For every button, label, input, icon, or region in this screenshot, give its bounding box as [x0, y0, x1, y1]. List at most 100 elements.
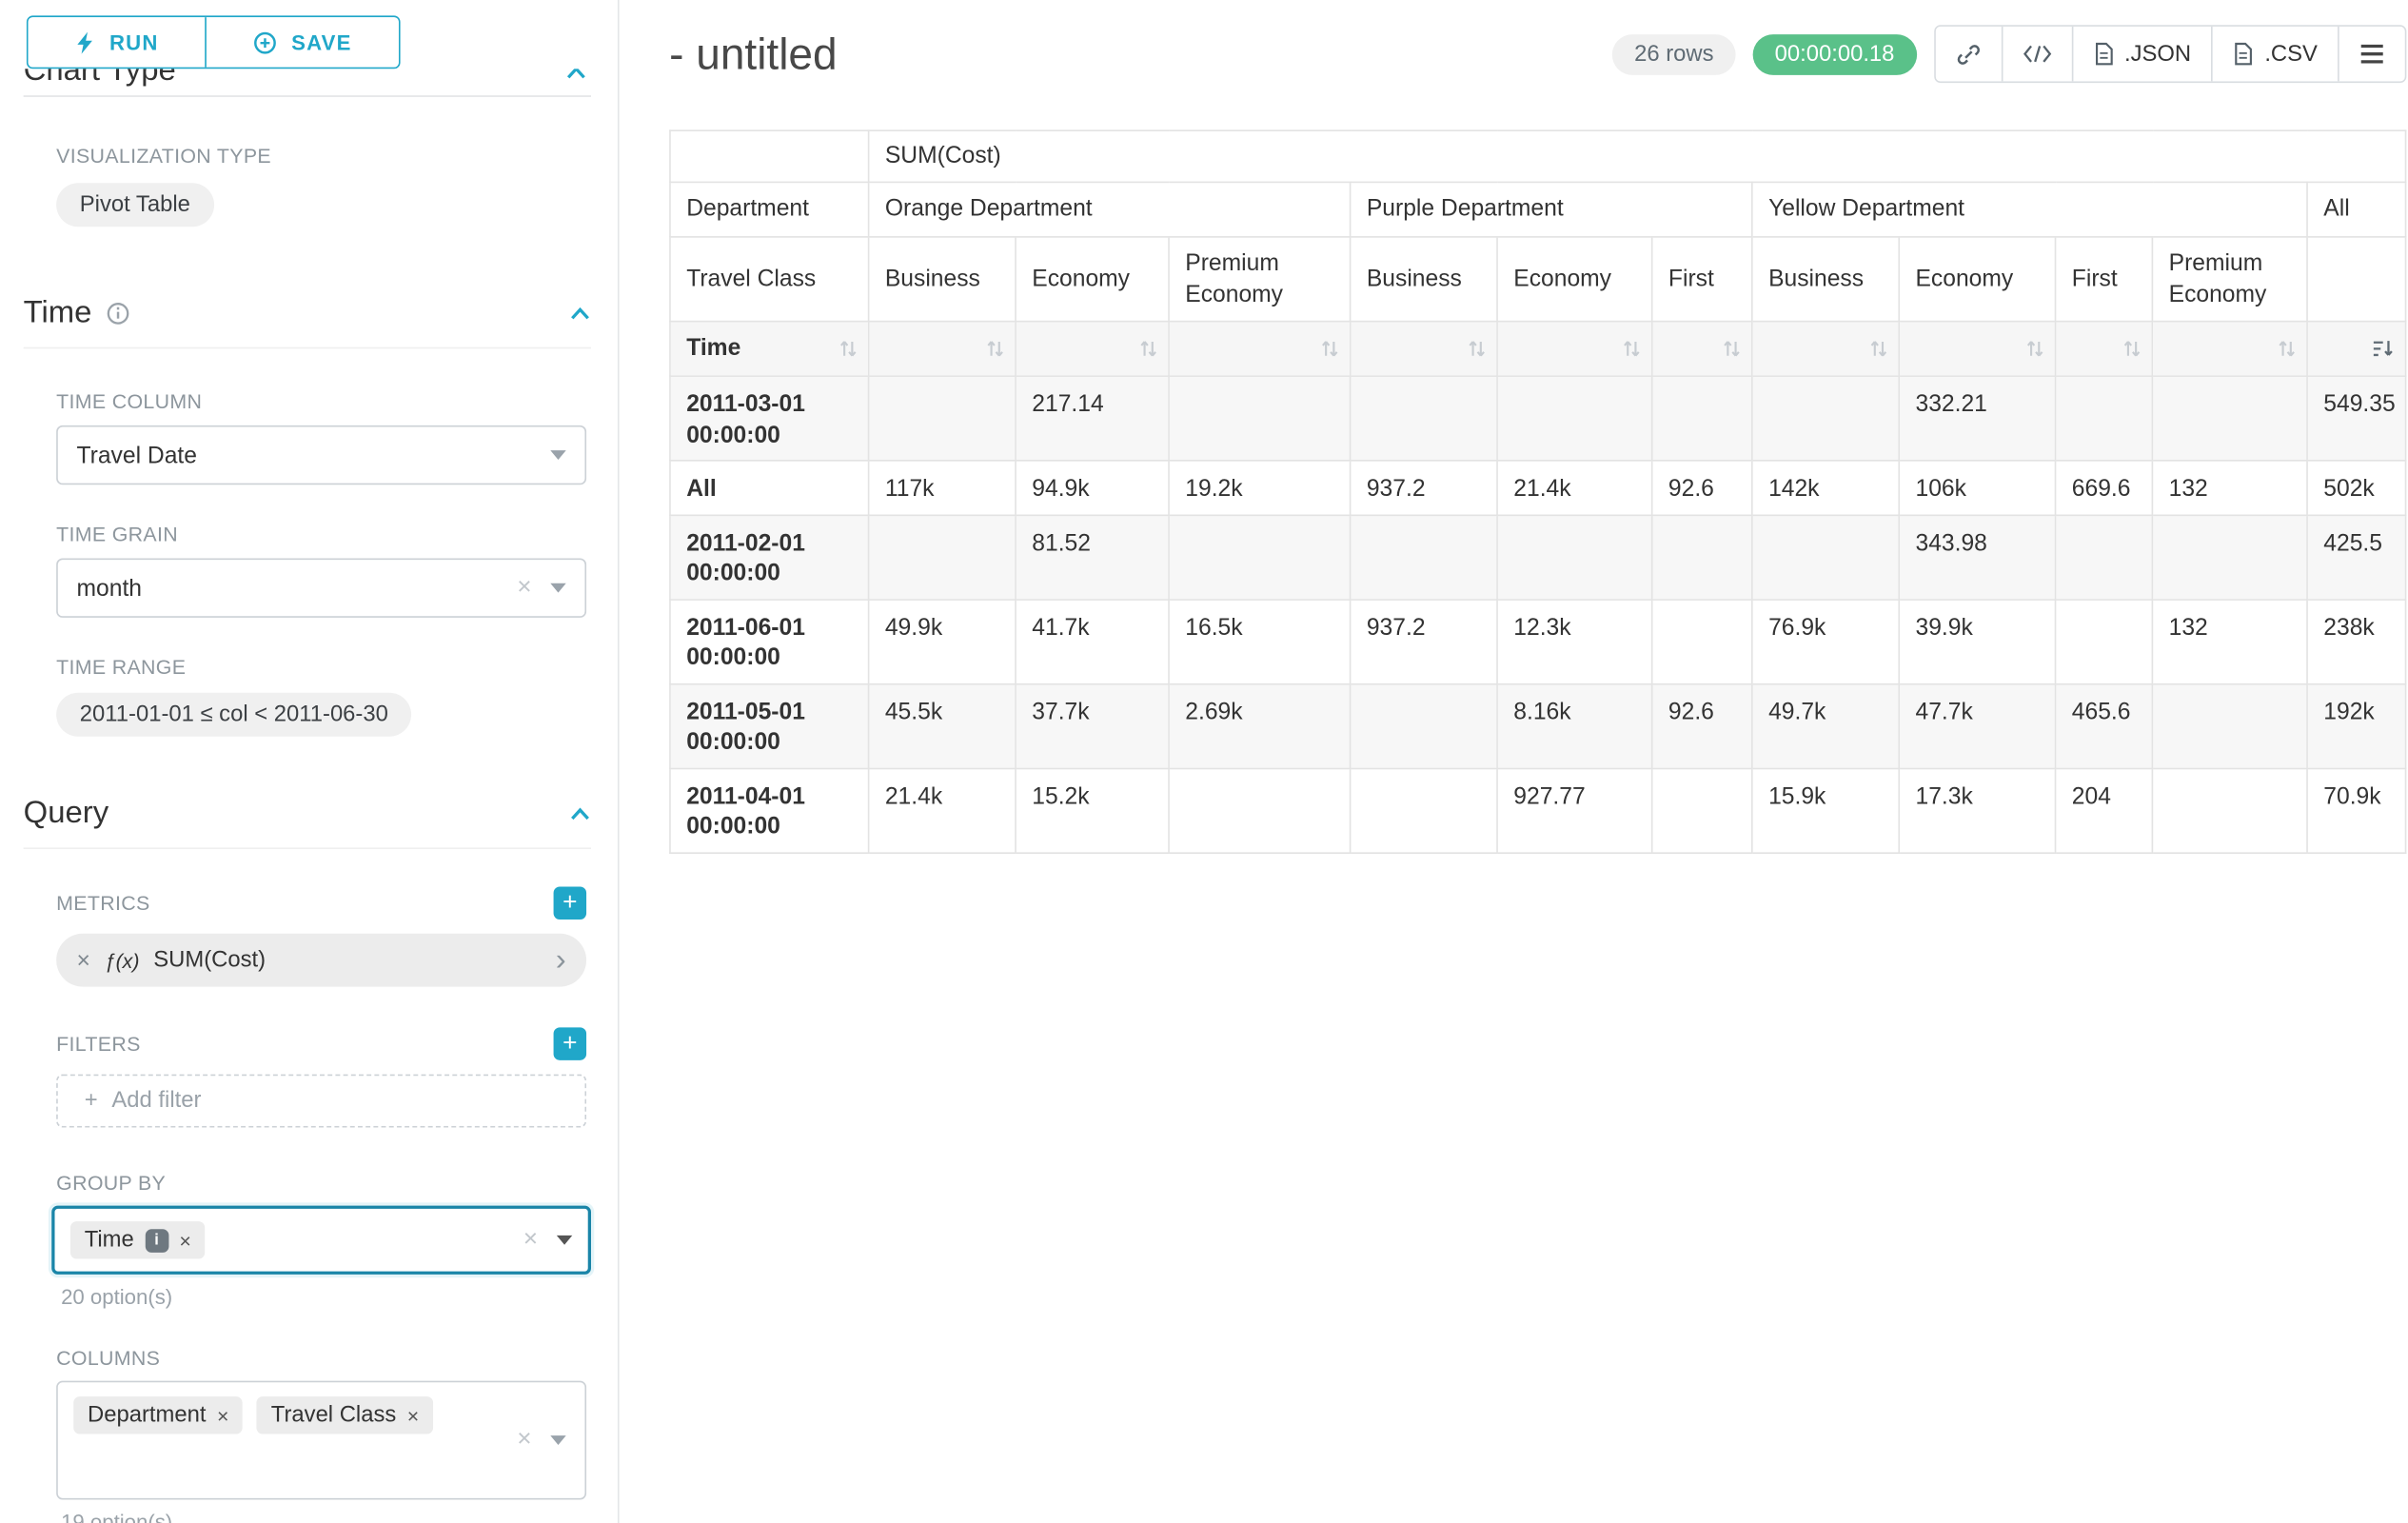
add-metric-button[interactable]: + [554, 886, 587, 920]
chevron-up-icon[interactable] [569, 307, 591, 321]
value-cell: 669.6 [2056, 461, 2153, 515]
chevron-up-icon[interactable] [569, 807, 591, 821]
export-csv-button[interactable]: .CSV [2211, 27, 2338, 81]
value-cell: 37.7k [1016, 683, 1169, 768]
info-icon: i [145, 1228, 168, 1252]
expand-caret-icon[interactable]: › [556, 944, 566, 976]
column-sort-header-cell[interactable] [2056, 322, 2153, 377]
visualization-type-pill[interactable]: Pivot Table [56, 183, 213, 227]
time-range-pill[interactable]: 2011-01-01 ≤ col < 2011-06-30 [56, 693, 411, 737]
sort-icon [2026, 339, 2043, 359]
value-cell: 92.6 [1652, 683, 1752, 768]
caret-down-icon[interactable] [550, 583, 565, 593]
caret-down-icon[interactable] [557, 1236, 572, 1245]
remove-metric-icon[interactable]: × [77, 947, 90, 974]
value-cell: 238k [2307, 599, 2406, 683]
value-cell: 937.2 [1351, 461, 1497, 515]
time-sort-header-cell[interactable]: Time [670, 322, 869, 377]
value-cell [869, 376, 1016, 461]
value-cell [1169, 376, 1351, 461]
add-filter-button[interactable]: + Add filter [56, 1075, 586, 1128]
column-sort-header-cell[interactable] [1016, 322, 1169, 377]
clear-icon[interactable]: × [517, 1428, 531, 1453]
time-section-title: Time [24, 296, 92, 332]
view-query-button[interactable] [2001, 27, 2071, 81]
value-cell: 937.2 [1351, 599, 1497, 683]
columns-tag[interactable]: Travel Class × [257, 1396, 433, 1434]
value-cell: 94.9k [1016, 461, 1169, 515]
value-cell: 41.7k [1016, 599, 1169, 683]
add-filter-plus-button[interactable]: + [554, 1027, 587, 1060]
clear-icon[interactable]: × [517, 576, 531, 601]
filters-label: FILTERS [56, 1032, 141, 1056]
department-header-cell: Purple Department [1351, 182, 1752, 237]
value-cell [1169, 515, 1351, 600]
column-sort-header-cell[interactable] [1899, 322, 2055, 377]
visualization-type-label: VISUALIZATION TYPE [56, 144, 618, 168]
column-sort-header-cell[interactable] [2152, 322, 2307, 377]
save-button-label: SAVE [291, 30, 351, 54]
metric-option[interactable]: × ƒ(x) SUM(Cost) › [56, 934, 586, 987]
group-by-options-hint: 20 option(s) [61, 1285, 618, 1309]
value-cell: 8.16k [1497, 683, 1652, 768]
column-sort-header-cell[interactable] [1752, 322, 1899, 377]
value-cell: 465.6 [2056, 683, 2153, 768]
column-sort-header-cell[interactable] [1652, 322, 1752, 377]
sidebar-scroll-area[interactable]: Chart Type VISUALIZATION TYPE Pivot Tabl… [0, 0, 618, 1523]
value-cell: 49.9k [869, 599, 1016, 683]
run-button[interactable]: RUN [29, 17, 206, 68]
copy-link-button[interactable] [1935, 27, 2001, 81]
time-section-header[interactable]: Time [24, 296, 591, 349]
value-cell: 132 [2152, 599, 2307, 683]
value-cell [1351, 768, 1497, 853]
column-sort-header-cell[interactable] [1497, 322, 1652, 377]
value-cell: 19.2k [1169, 461, 1351, 515]
value-cell [2152, 376, 2307, 461]
value-cell: 21.4k [1497, 461, 1652, 515]
add-filter-label: Add filter [111, 1088, 201, 1113]
chart-title[interactable]: - untitled [669, 29, 837, 79]
clear-icon[interactable]: × [523, 1228, 538, 1253]
column-sort-header-cell[interactable] [869, 322, 1016, 377]
row-header-cell: 2011-04-01 00:00:00 [670, 768, 869, 853]
value-cell [1652, 515, 1752, 600]
caret-down-icon[interactable] [550, 450, 565, 460]
row-header-cell: 2011-05-01 00:00:00 [670, 683, 869, 768]
value-cell: 45.5k [869, 683, 1016, 768]
bolt-icon [75, 30, 95, 54]
column-sort-header-cell[interactable] [1169, 322, 1351, 377]
group-by-select[interactable]: Time i × × [51, 1206, 591, 1275]
remove-tag-icon[interactable]: × [217, 1405, 228, 1425]
save-button[interactable]: SAVE [206, 17, 399, 68]
sort-icon [1623, 339, 1640, 359]
column-sort-header-cell[interactable] [1351, 322, 1497, 377]
group-by-tag[interactable]: Time i × [70, 1221, 206, 1258]
query-section-title: Query [24, 796, 109, 832]
columns-select[interactable]: Department × Travel Class × × [56, 1381, 586, 1500]
time-grain-select[interactable]: month × [56, 559, 586, 618]
caret-down-icon[interactable] [550, 1435, 565, 1445]
query-section-header[interactable]: Query [24, 796, 591, 849]
tag-label: Department [88, 1403, 206, 1428]
value-cell: 12.3k [1497, 599, 1652, 683]
remove-tag-icon[interactable]: × [179, 1230, 190, 1250]
value-cell: 47.7k [1899, 683, 2055, 768]
remove-tag-icon[interactable]: × [407, 1405, 419, 1425]
time-column-select[interactable]: Travel Date [56, 425, 586, 485]
value-cell [1652, 376, 1752, 461]
columns-tag[interactable]: Department × [73, 1396, 243, 1434]
value-cell [2152, 515, 2307, 600]
code-icon [2023, 44, 2051, 64]
menu-button[interactable] [2338, 27, 2405, 81]
travel-class-header-cell: Business [1752, 237, 1899, 322]
row-count-badge: 26 rows [1612, 33, 1735, 74]
value-cell: 549.35 [2307, 376, 2406, 461]
travel-class-header-cell: Business [869, 237, 1016, 322]
value-cell [1652, 768, 1752, 853]
value-cell [1169, 768, 1351, 853]
travel-class-header-cell [2307, 237, 2406, 322]
value-cell: 16.5k [1169, 599, 1351, 683]
value-cell [1752, 515, 1899, 600]
export-json-button[interactable]: .JSON [2071, 27, 2211, 81]
column-sort-header-cell[interactable] [2307, 322, 2406, 377]
